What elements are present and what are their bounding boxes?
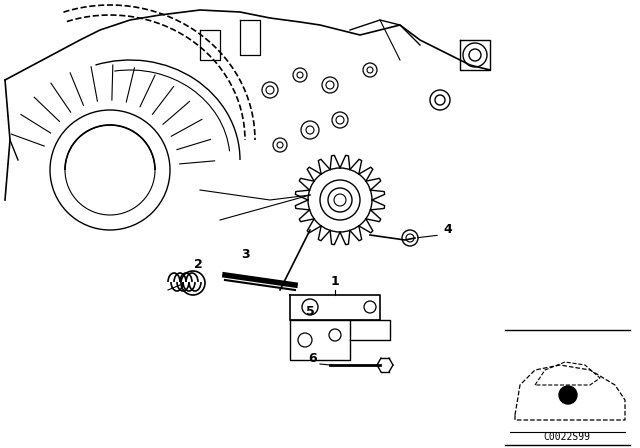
Text: 3: 3: [241, 248, 250, 261]
Text: 5: 5: [306, 305, 314, 318]
Text: 1: 1: [331, 275, 339, 288]
Text: 2: 2: [194, 258, 202, 271]
Circle shape: [559, 386, 577, 404]
Text: 4: 4: [444, 223, 452, 236]
Text: 6: 6: [308, 352, 317, 365]
Text: C0022S99: C0022S99: [543, 432, 591, 442]
